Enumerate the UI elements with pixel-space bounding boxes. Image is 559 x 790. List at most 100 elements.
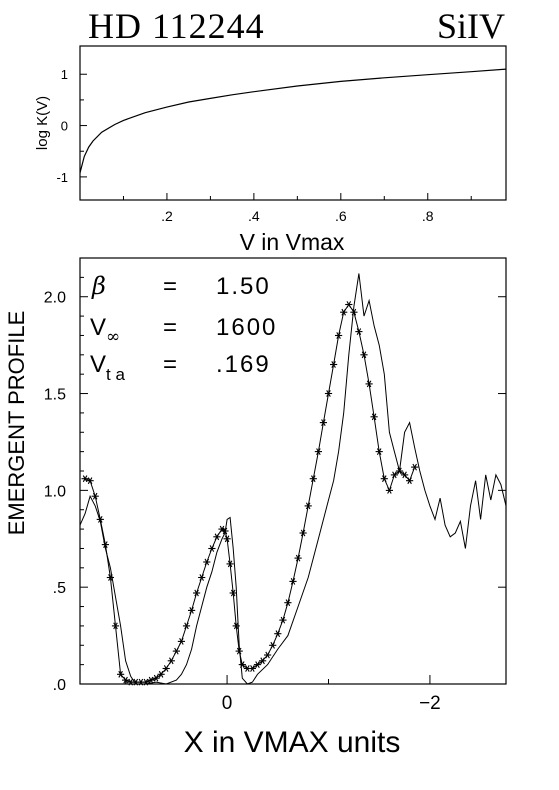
ion-label: SiIV <box>437 6 505 46</box>
model-star-marker <box>304 502 312 510</box>
model-star-marker <box>269 641 277 649</box>
model-star-marker <box>395 467 404 475</box>
model-star-marker <box>91 492 99 500</box>
top-x-tick-label: .2 <box>161 208 173 224</box>
model-star-marker <box>340 308 348 316</box>
vinf-symbol: V <box>90 314 106 341</box>
model-star-marker <box>314 448 322 455</box>
model-star-marker <box>335 332 343 339</box>
top-x-tick-label: .4 <box>248 208 260 224</box>
top-x-axis-label: V in Vmax <box>240 229 345 255</box>
model-star-marker <box>223 535 231 543</box>
top-x-tick-label: .8 <box>422 208 434 224</box>
model-star-marker <box>142 678 150 686</box>
profile-x-tick-label: 0 <box>222 693 233 714</box>
model-star-marker <box>193 589 201 597</box>
profile-y-tick-label: .5 <box>53 580 66 597</box>
model-star-marker <box>370 413 378 421</box>
model-star-marker <box>86 477 94 485</box>
top-y-axis-label: log K(V) <box>34 96 51 150</box>
profile-y-tick-label: 1.0 <box>44 483 66 500</box>
model-star-marker <box>345 301 353 308</box>
profile-y-tick-label: 2.0 <box>44 290 66 307</box>
model-star-marker <box>96 516 104 523</box>
model-star-marker <box>406 477 414 485</box>
model-star-marker <box>289 578 297 585</box>
model-star-marker <box>294 554 302 562</box>
model-star-marker <box>81 475 89 483</box>
profile-x-axis-label: X in VMAX units <box>184 726 401 759</box>
model-star-marker <box>116 670 125 678</box>
top-y-tick-label: 0 <box>61 119 68 134</box>
model-star-marker <box>177 638 185 645</box>
model-star-marker <box>319 419 327 426</box>
model-star-marker <box>264 651 272 659</box>
model-star-marker <box>385 487 393 494</box>
model-profile-stars <box>81 301 419 686</box>
model-star-marker <box>360 351 368 359</box>
vta-value: .169 <box>216 351 271 378</box>
profile-y-tick-label: 1.5 <box>44 387 66 404</box>
model-star-marker <box>167 657 175 665</box>
model-star-marker <box>229 589 237 597</box>
model-star-marker <box>330 361 338 368</box>
top-axes: .2 .4 .6 .8 -1 0 1 <box>56 67 472 224</box>
model-star-marker <box>232 622 240 630</box>
top-x-tick-label: .6 <box>335 208 347 224</box>
model-star-marker <box>162 665 170 672</box>
model-star-marker <box>111 622 120 630</box>
model-star-marker <box>350 308 358 316</box>
vta-symbol: V <box>90 351 106 378</box>
model-star-marker <box>279 616 287 624</box>
model-star-marker <box>355 328 363 335</box>
model-star-marker <box>152 674 160 682</box>
model-star-marker <box>299 529 307 537</box>
model-star-marker <box>309 475 317 483</box>
log-k-curve <box>79 68 507 173</box>
model-star-marker <box>284 599 292 607</box>
profile-x-tick-label: −2 <box>419 693 441 714</box>
top-y-tick-label: -1 <box>56 170 68 185</box>
model-star-marker <box>390 471 398 479</box>
star-name-title: HD 112244 <box>88 6 265 46</box>
model-star-marker <box>411 463 419 471</box>
model-star-marker <box>182 622 191 630</box>
model-star-marker <box>147 676 155 684</box>
model-star-marker <box>221 527 229 535</box>
model-star-marker <box>248 665 256 672</box>
profile-y-axis-label: EMERGENT PROFILE <box>4 311 29 536</box>
model-star-marker <box>106 574 115 581</box>
model-star-marker <box>213 533 221 541</box>
vinf-value: 1600 <box>216 314 277 341</box>
vinf-equals: = <box>163 314 177 341</box>
vta-equals: = <box>163 351 177 378</box>
vta-subscript: t a <box>106 365 125 384</box>
model-star-marker <box>235 647 243 655</box>
model-star-marker <box>401 471 409 479</box>
model-star-marker <box>380 475 388 483</box>
model-star-marker <box>188 607 196 614</box>
model-star-marker <box>375 448 383 455</box>
vinf-subscript: ∞ <box>106 327 120 347</box>
model-star-marker <box>365 380 373 388</box>
model-star-marker <box>101 541 110 548</box>
model-star-marker <box>208 545 216 552</box>
model-star-marker <box>259 657 267 665</box>
top-y-tick-label: 1 <box>61 67 68 82</box>
model-star-marker <box>121 676 130 684</box>
model-star-marker <box>203 558 211 566</box>
model-star-marker <box>157 670 165 678</box>
beta-symbol: β <box>91 272 106 300</box>
parameter-annotations: β = 1.50 V ∞ = 1600 V t a = .169 <box>90 272 277 384</box>
observed-profile-line <box>79 273 507 685</box>
model-star-marker <box>198 574 206 581</box>
model-star-marker <box>172 647 180 655</box>
beta-value: 1.50 <box>216 273 271 300</box>
model-star-marker <box>253 661 262 668</box>
top-plot-frame <box>79 45 507 201</box>
model-star-marker <box>274 630 282 638</box>
beta-equals: = <box>163 273 177 300</box>
profile-y-tick-label: .0 <box>53 677 66 694</box>
model-star-marker <box>238 661 246 668</box>
